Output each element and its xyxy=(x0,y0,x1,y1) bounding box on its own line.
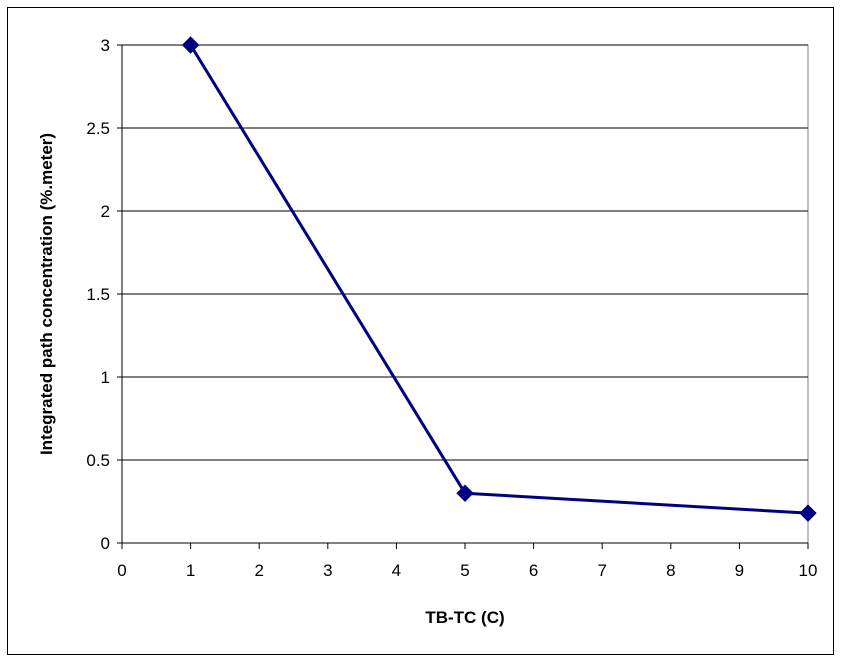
x-tick-label: 1 xyxy=(186,561,195,580)
data-point-marker xyxy=(799,504,817,522)
line-chart: 0 0.5 1 1.5 2 2.5 3 0 1 2 3 4 5 6 7 8 9 10 TB-TC (C) Int… xyxy=(37,36,817,627)
x-tick-label: 3 xyxy=(323,561,332,580)
y-tick-label: 2.5 xyxy=(86,119,110,138)
series-group xyxy=(181,36,817,522)
axes xyxy=(117,44,809,549)
x-axis-title: TB-TC (C) xyxy=(425,608,504,627)
x-tick-label: 0 xyxy=(117,561,126,580)
x-tick-label: 6 xyxy=(529,561,538,580)
x-tick-label: 9 xyxy=(735,561,744,580)
y-axis-title: Integrated path concentration (%.meter) xyxy=(37,133,56,455)
x-tick-label: 8 xyxy=(666,561,675,580)
y-tick-label: 3 xyxy=(101,36,110,55)
y-tick-label: 0 xyxy=(101,534,110,553)
x-tick-labels: 0 1 2 3 4 5 6 7 8 9 10 xyxy=(117,561,817,580)
x-tick-label: 7 xyxy=(597,561,606,580)
chart-frame: 0 0.5 1 1.5 2 2.5 3 0 1 2 3 4 5 6 7 8 9 10 TB-TC (C) Int… xyxy=(7,7,834,655)
y-tick-label: 1 xyxy=(101,368,110,387)
y-tick-labels: 0 0.5 1 1.5 2 2.5 3 xyxy=(86,36,110,553)
y-tick-label: 2 xyxy=(101,202,110,221)
x-tick-label: 4 xyxy=(392,561,401,580)
x-tick-label: 10 xyxy=(799,561,818,580)
data-point-marker xyxy=(181,36,200,54)
y-tick-label: 0.5 xyxy=(86,451,110,470)
data-point-marker xyxy=(456,484,474,502)
grid-lines xyxy=(122,44,808,461)
x-tick-label: 5 xyxy=(460,561,469,580)
x-tick-label: 2 xyxy=(254,561,263,580)
y-tick-label: 1.5 xyxy=(86,285,110,304)
